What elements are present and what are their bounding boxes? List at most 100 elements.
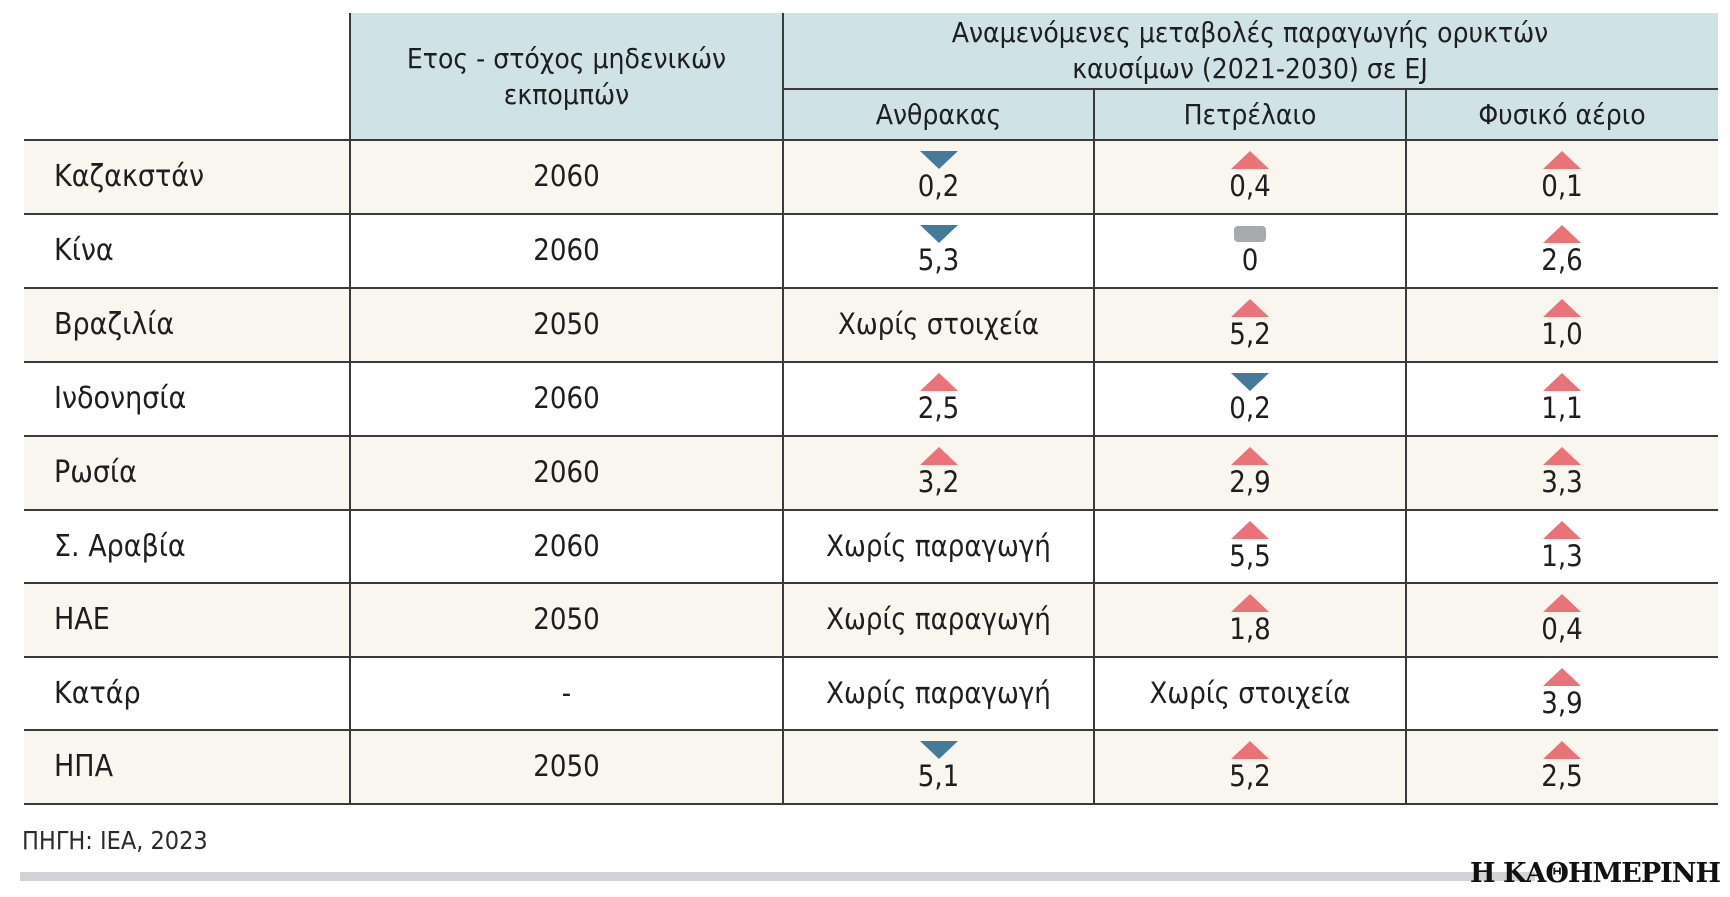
col-divider <box>1093 88 1095 805</box>
gas-cell: 0,1 <box>1406 140 1718 212</box>
target-year-value: 2050 <box>533 307 600 341</box>
gas-value: 0,4 <box>1541 612 1583 646</box>
coal-value: 0,2 <box>917 169 960 203</box>
arrow-down-icon <box>919 741 958 759</box>
arrow-down-icon <box>919 225 958 243</box>
coal-value: 3,2 <box>917 465 960 499</box>
row-divider <box>24 435 1718 437</box>
table-bottom-border <box>24 803 1718 805</box>
col-divider <box>349 13 351 805</box>
arrow-up-icon <box>1231 594 1269 612</box>
target-year: 2050 <box>350 583 783 655</box>
country-name: Κατάρ <box>54 675 141 711</box>
target-year: 2060 <box>350 214 783 286</box>
oil-value: 0 <box>1241 242 1259 277</box>
target-year-value: 2050 <box>533 602 600 636</box>
country-name: Βραζιλία <box>54 306 175 342</box>
oil-value: 2,9 <box>1229 465 1271 499</box>
country-name: Ινδονησία <box>54 380 187 416</box>
arrow-up-icon <box>919 373 958 391</box>
header-group: Αναμενόμενες μεταβολές παραγωγής ορυκτών… <box>951 16 1549 85</box>
gas-value: 3,3 <box>1541 465 1583 499</box>
table-row: Κατάρ - Χωρίς παραγωγή Χωρίς στοιχεία 3,9 <box>24 657 1718 731</box>
coal-value: Χωρίς παραγωγή <box>826 602 1051 636</box>
row-divider <box>24 213 1718 215</box>
source-note: ΠΗΓΗ: IEA, 2023 <box>22 826 208 855</box>
col-divider <box>1405 88 1407 805</box>
oil-value: Χωρίς στοιχεία <box>1149 676 1351 710</box>
oil-cell: 0,4 <box>1094 140 1406 212</box>
col-divider <box>782 13 784 805</box>
gas-cell: 3,3 <box>1406 436 1718 508</box>
coal-cell: Χωρίς παραγωγή <box>783 657 1094 729</box>
coal-cell: Χωρίς παραγωγή <box>783 583 1094 655</box>
arrow-up-icon <box>1543 668 1581 686</box>
target-year: 2060 <box>350 436 783 508</box>
header-group-bg <box>783 13 1718 140</box>
gas-cell: 1,1 <box>1406 362 1718 434</box>
publisher-logo: Η ΚΑΘΗΜΕΡΙΝΗ <box>1470 858 1721 889</box>
arrow-up-icon <box>1543 151 1581 169</box>
target-year: 2050 <box>350 730 783 802</box>
gas-cell: 0,4 <box>1406 583 1718 655</box>
arrow-up-icon <box>1543 373 1581 391</box>
row-divider <box>24 139 1718 141</box>
arrow-up-icon <box>1543 447 1581 465</box>
header-oil: Πετρέλαιο <box>1183 97 1317 131</box>
arrow-up-icon <box>1543 741 1581 759</box>
arrow-up-icon <box>1543 299 1581 317</box>
gas-value: 3,9 <box>1541 686 1583 720</box>
coal-cell: 0,2 <box>783 140 1094 212</box>
country-name: ΗΠΑ <box>54 748 114 784</box>
coal-value: Χωρίς στοιχεία <box>838 307 1039 341</box>
target-year-value: 2060 <box>533 529 600 563</box>
coal-value: 5,1 <box>917 759 960 793</box>
target-year-value: 2060 <box>533 455 600 489</box>
gas-cell: 2,6 <box>1406 214 1718 286</box>
arrow-up-icon <box>1231 299 1269 317</box>
gas-value: 2,6 <box>1541 243 1583 277</box>
target-year-value: 2060 <box>533 233 600 267</box>
gas-value: 1,0 <box>1541 317 1583 351</box>
country-name: Κίνα <box>54 232 114 268</box>
coal-value: 2,5 <box>917 391 960 425</box>
no-change-icon <box>1234 225 1266 242</box>
gas-cell: 1,3 <box>1406 510 1718 582</box>
arrow-up-icon <box>919 447 958 465</box>
arrow-down-icon <box>919 151 958 169</box>
gas-cell: 1,0 <box>1406 288 1718 360</box>
country-name: Καζακστάν <box>54 158 205 194</box>
oil-value: 5,5 <box>1229 539 1271 573</box>
arrow-up-icon <box>1231 447 1269 465</box>
oil-cell: 2,9 <box>1094 436 1406 508</box>
subheader-divider <box>783 88 1718 90</box>
header-gas: Φυσικό αέριο <box>1478 97 1646 131</box>
table-row: Καζακστάν 2060 0,2 0,4 0,1 <box>24 140 1718 214</box>
table-row: ΗΠΑ 2050 5,1 5,2 2,5 <box>24 730 1718 804</box>
table-row: Ινδονησία 2060 2,5 0,2 1,1 <box>24 362 1718 436</box>
header-target: Ετος - στόχος μηδενικών εκπομπών <box>406 41 727 111</box>
row-divider <box>24 287 1718 289</box>
header-target-bg <box>350 13 783 140</box>
oil-cell: 1,8 <box>1094 583 1406 655</box>
country-name: Σ. Αραβία <box>54 528 186 564</box>
target-year: - <box>350 657 783 729</box>
arrow-down-icon <box>1231 373 1269 391</box>
gas-value: 0,1 <box>1541 169 1583 203</box>
target-year-value: 2060 <box>533 381 600 415</box>
oil-cell: Χωρίς στοιχεία <box>1094 657 1406 729</box>
table-row: ΗΑΕ 2050 Χωρίς παραγωγή 1,8 0,4 <box>24 583 1718 657</box>
header-coal: Ανθρακας <box>875 97 1002 131</box>
arrow-up-icon <box>1231 521 1269 539</box>
oil-cell: 0,2 <box>1094 362 1406 434</box>
oil-cell: 0 <box>1094 214 1406 286</box>
arrow-up-icon <box>1231 151 1269 169</box>
gas-value: 1,1 <box>1541 391 1583 425</box>
coal-cell: 5,1 <box>783 730 1094 802</box>
table-row: Σ. Αραβία 2060 Χωρίς παραγωγή 5,5 1,3 <box>24 510 1718 584</box>
coal-cell: Χωρίς στοιχεία <box>783 288 1094 360</box>
coal-cell: 3,2 <box>783 436 1094 508</box>
country-name: ΗΑΕ <box>54 601 110 637</box>
gas-value: 1,3 <box>1541 539 1583 573</box>
oil-cell: 5,2 <box>1094 730 1406 802</box>
